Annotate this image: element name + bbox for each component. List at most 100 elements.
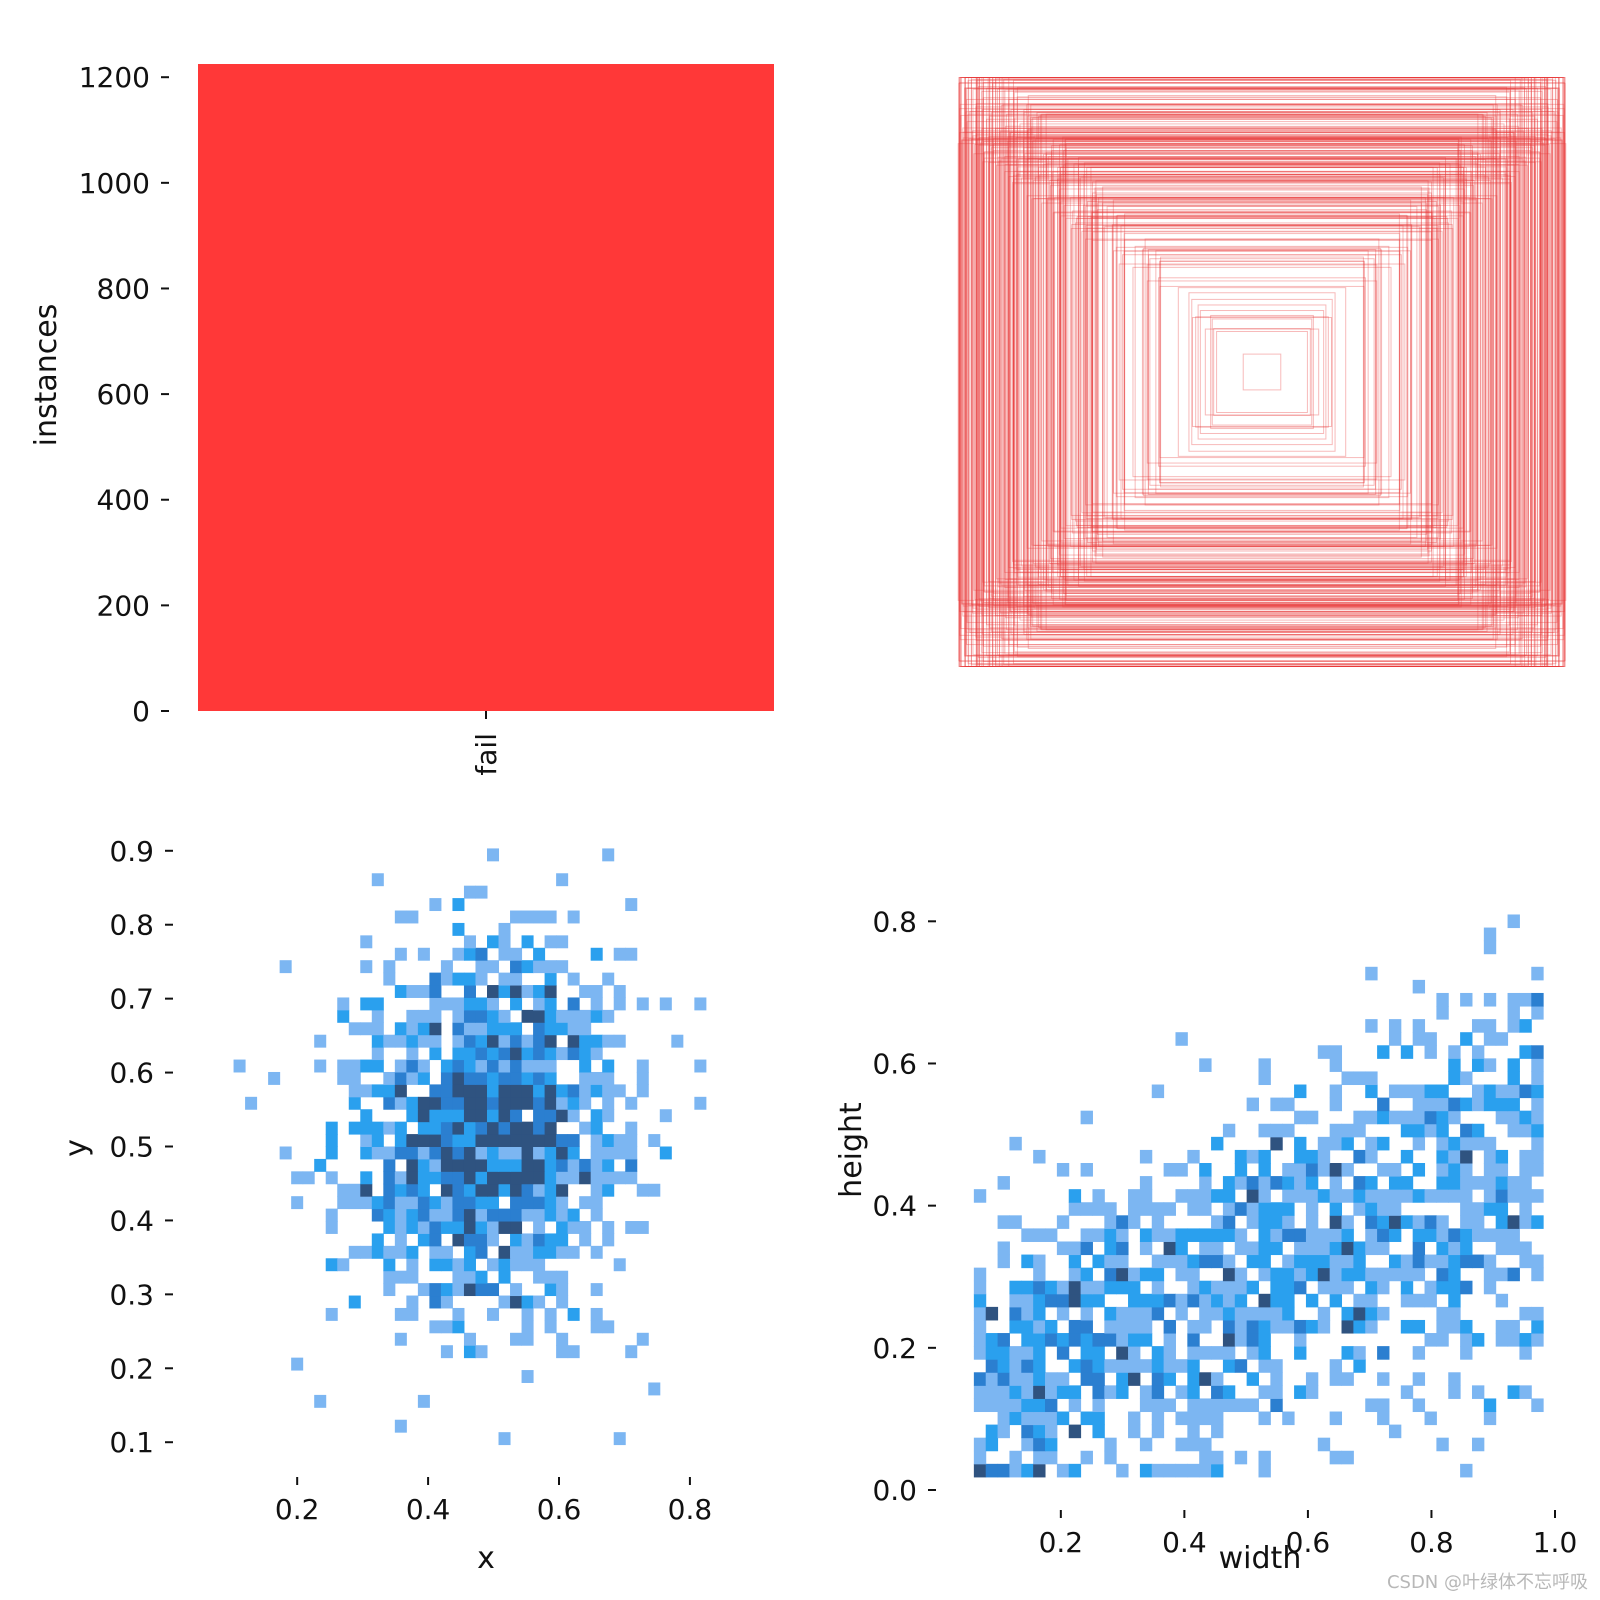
hist-bin [463, 1221, 476, 1234]
box-outline [1013, 170, 1511, 574]
box-outline [1086, 167, 1438, 577]
hist-bin [510, 972, 523, 986]
hist-bin [1365, 1019, 1378, 1033]
box-outline [1007, 136, 1517, 608]
box-outline [1027, 129, 1497, 615]
box-outline [1008, 176, 1516, 568]
hist-bin [1116, 1463, 1129, 1478]
hist-bin [997, 1215, 1010, 1229]
hist-bin [360, 1022, 373, 1036]
hist-bin [590, 1208, 603, 1222]
hist-bin [1045, 1228, 1058, 1242]
ytick-label: 200 [97, 589, 150, 622]
hist-bin [521, 1071, 534, 1085]
hist-bin [1436, 1267, 1449, 1282]
hist-bin [590, 1320, 603, 1334]
hist-bin [371, 1233, 384, 1247]
hist-bin [556, 1283, 569, 1297]
hist-bin [452, 947, 465, 961]
box-outline [1094, 187, 1430, 557]
hist-bin [1353, 1071, 1366, 1086]
hist-bin [1104, 1267, 1117, 1282]
box-outline [1077, 164, 1447, 580]
hist-bin [1471, 1333, 1485, 1347]
hist-bin [567, 1208, 580, 1222]
hist-bin [1009, 1136, 1022, 1151]
hist-bin [1377, 1411, 1390, 1426]
hist-bin [1377, 1398, 1390, 1413]
box-outline [982, 97, 1542, 647]
hist-bin [1400, 1215, 1414, 1229]
hist-bin [1329, 1058, 1343, 1072]
hist-bin [1412, 1084, 1426, 1099]
hist-bin [1531, 1267, 1544, 1282]
box-outline [996, 88, 1528, 656]
hist-bin [590, 1171, 603, 1185]
hist-bin [1436, 1097, 1449, 1112]
box-outline [1211, 318, 1313, 426]
hist-bin [1305, 1254, 1319, 1269]
box-outline [1016, 96, 1508, 648]
hist-bin [452, 1171, 465, 1185]
hist-bin [567, 972, 580, 986]
hist-bin [1531, 1254, 1544, 1269]
hist-bin [1056, 1346, 1070, 1360]
hist-bin [533, 1009, 546, 1023]
hist-bin [1092, 1293, 1105, 1308]
box-outline [1123, 233, 1401, 511]
hist-bin [1009, 1306, 1022, 1321]
hist-bin [1495, 1228, 1509, 1242]
hist-bin [498, 1047, 511, 1061]
box-outline [958, 77, 1566, 667]
hist-bin [1009, 1293, 1022, 1308]
hist-bin [1104, 1215, 1117, 1229]
hist-bin [452, 1034, 465, 1048]
hist-bin [1033, 1385, 1046, 1399]
hist-bin [556, 1345, 569, 1359]
hist-bin [590, 1245, 603, 1259]
box-outline [1091, 181, 1433, 563]
box-outline [982, 161, 1542, 583]
box-outline [973, 153, 1551, 591]
hist-bin [1033, 1267, 1046, 1282]
hist-bin [1317, 1228, 1331, 1242]
hist-bin [544, 935, 557, 949]
hist-bin [1163, 1254, 1176, 1269]
hist-bin [383, 1158, 396, 1172]
hist-bin [567, 1245, 580, 1259]
hist-bin [1128, 1346, 1141, 1360]
hist-bin [487, 1059, 500, 1073]
hist-bin [1258, 1071, 1271, 1086]
box-outline [1065, 217, 1459, 527]
hist-bin [1151, 1202, 1165, 1216]
hist-bin [440, 1109, 453, 1123]
box-outline [1086, 227, 1438, 517]
box-outline [980, 140, 1544, 604]
box-outline [1102, 186, 1422, 558]
ytick-label: 0.4 [872, 1190, 917, 1223]
hist-bin [533, 1245, 546, 1259]
hist-bin [1329, 1136, 1343, 1151]
hist-bin [1211, 1398, 1224, 1413]
hist-bin [1294, 1346, 1307, 1360]
hist-bin [394, 1196, 407, 1210]
hist-bin [1033, 1293, 1046, 1308]
hist-bin [521, 1121, 534, 1135]
hist-bin [1199, 1176, 1212, 1190]
hist-bin [625, 1158, 638, 1172]
hist-bin [1270, 1372, 1283, 1386]
hist-bin [1424, 1254, 1437, 1269]
hist-bin [602, 1084, 615, 1098]
hist-bin [429, 1022, 442, 1036]
hist-bin [1246, 1215, 1259, 1229]
hist-bin [1009, 1450, 1022, 1465]
hist-bin [360, 1134, 373, 1147]
hist-bin [1246, 1202, 1259, 1216]
hist-bin [533, 947, 546, 961]
hist-bin [602, 1183, 615, 1197]
box-outline [983, 151, 1541, 593]
hist-bin [1068, 1398, 1082, 1413]
hist-bin [1531, 1306, 1544, 1321]
box-outline [1014, 117, 1510, 627]
hist-bin [1436, 1136, 1449, 1151]
